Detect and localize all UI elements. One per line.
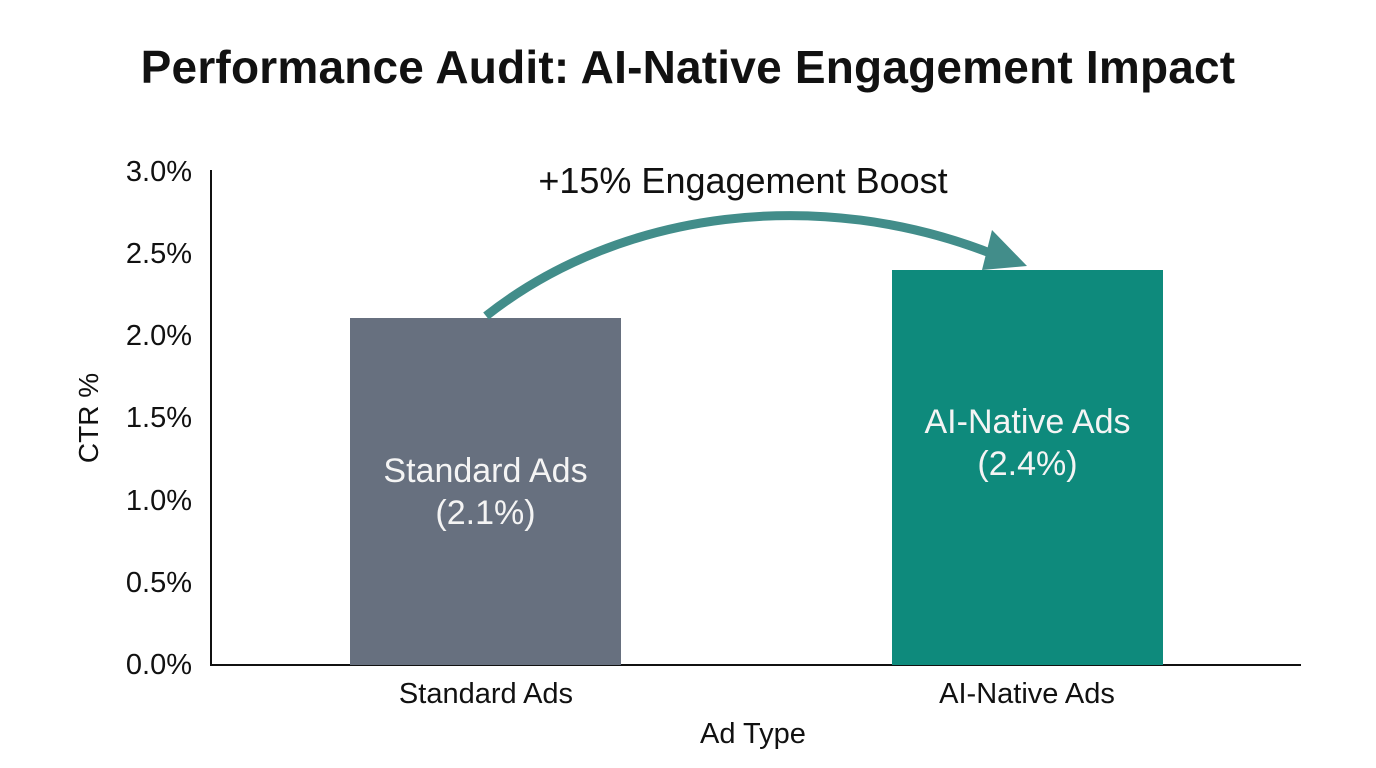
x-tick-ai-native-ads: AI-Native Ads — [939, 678, 1115, 710]
y-tick-3.0: 3.0% — [125, 156, 192, 188]
y-tick-1.5: 1.5% — [125, 402, 192, 434]
bar-label-ai-native-name: AI-Native Ads — [924, 402, 1131, 441]
x-axis-line — [210, 664, 1301, 666]
y-tick-2.0: 2.0% — [125, 320, 192, 352]
engagement-boost-annotation: +15% Engagement Boost — [538, 160, 948, 201]
bar-label-standard-value: (2.1%) — [435, 493, 536, 532]
y-axis-line — [210, 170, 212, 666]
chart-title: Performance Audit: AI-Native Engagement … — [140, 41, 1236, 93]
x-tick-standard-ads: Standard Ads — [398, 678, 574, 710]
bar-label-ai-native-value: (2.4%) — [977, 444, 1078, 483]
y-tick-1.0: 1.0% — [125, 485, 192, 517]
y-tick-2.5: 2.5% — [125, 238, 192, 270]
y-tick-0.0: 0.0% — [125, 649, 192, 681]
bar-ai-native-ads: AI-Native Ads (2.4%) — [892, 270, 1163, 665]
y-tick-0.5: 0.5% — [125, 567, 192, 599]
bar-standard-ads: Standard Ads (2.1%) — [350, 318, 621, 665]
bar-label-standard-name: Standard Ads — [383, 451, 588, 490]
x-axis-label: Ad Type — [700, 718, 806, 750]
